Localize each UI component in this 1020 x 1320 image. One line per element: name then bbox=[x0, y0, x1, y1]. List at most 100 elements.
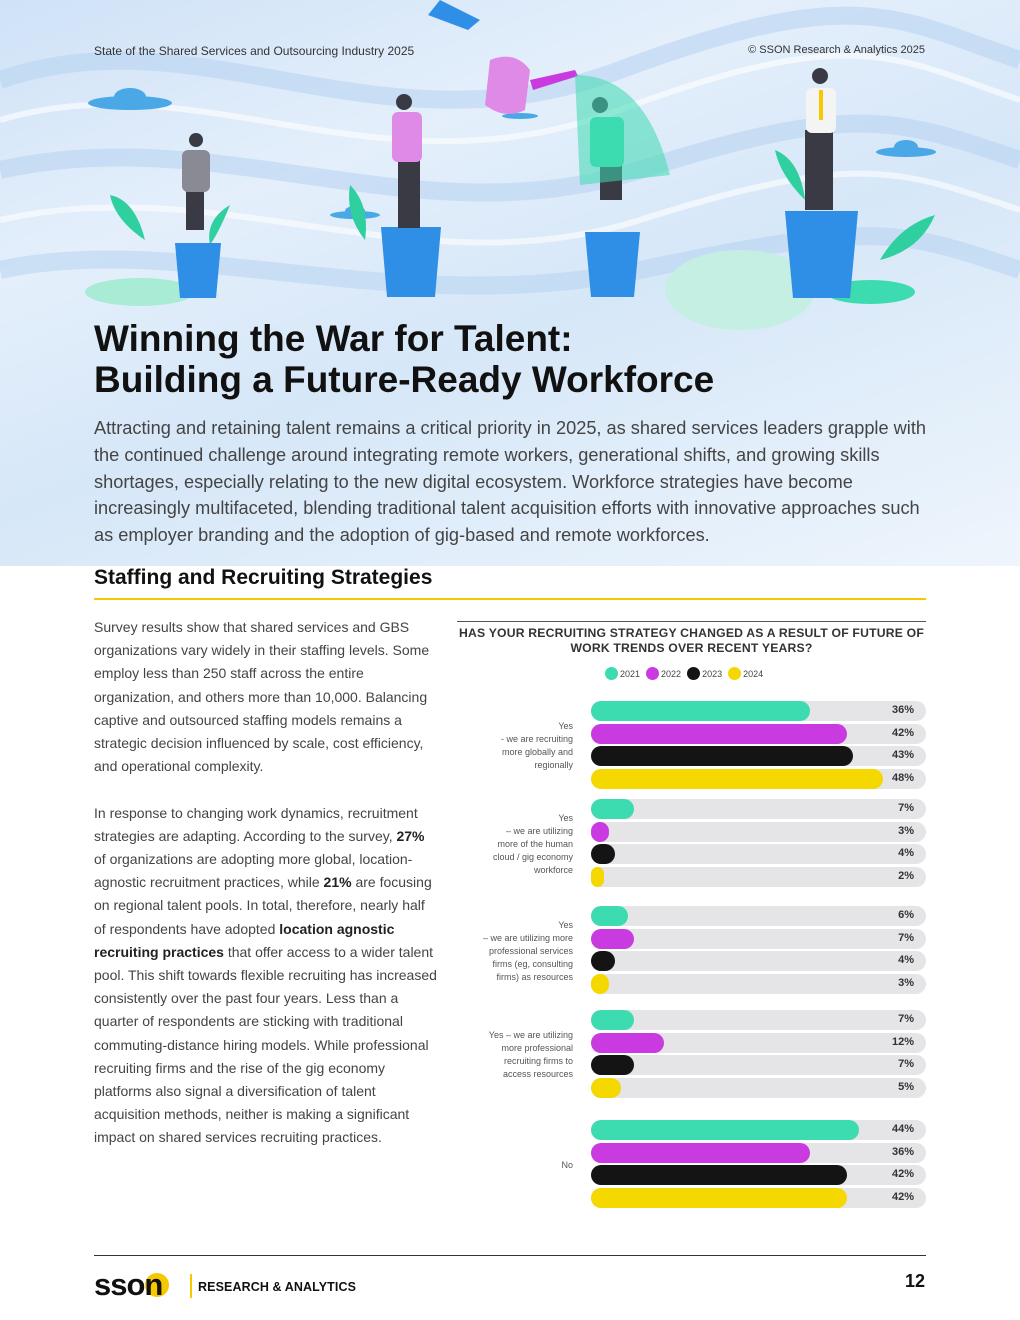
data-label: 42% bbox=[891, 726, 914, 739]
body-text: are focusing on regional talent pools. I… bbox=[94, 874, 432, 937]
body-text: that offer access to a wider talent pool… bbox=[94, 943, 437, 1146]
bar-2024 bbox=[591, 867, 604, 888]
data-label: 2% bbox=[898, 870, 914, 883]
page-title-line-2: Building a Future-Ready Workforce bbox=[94, 359, 715, 400]
body-text: In response to changing work dynamics, r… bbox=[94, 804, 418, 844]
bar-2024 bbox=[591, 1078, 622, 1099]
bar-track: 5% bbox=[591, 1078, 926, 1099]
logo-divider bbox=[190, 1274, 192, 1298]
bar-track: 4% bbox=[591, 951, 926, 972]
logo-globe-icon bbox=[145, 1273, 169, 1297]
hero-banner: State of the Shared Services and Outsour… bbox=[0, 0, 1020, 566]
data-label: 5% bbox=[898, 1081, 914, 1094]
bar-2022 bbox=[591, 928, 634, 949]
bar-2024 bbox=[591, 974, 610, 995]
chart-title: HAS YOUR RECRUITING STRATEGY CHANGED AS … bbox=[459, 626, 924, 655]
bar-track: 42% bbox=[591, 1188, 926, 1209]
category-label: No bbox=[561, 1159, 573, 1170]
data-label: 7% bbox=[898, 1013, 914, 1025]
data-label: 4% bbox=[898, 954, 914, 967]
chart-top-rule bbox=[457, 621, 926, 622]
bar-track: 44% bbox=[591, 1120, 926, 1140]
logo-tagline: RESEARCH & ANALYTICS bbox=[198, 1280, 357, 1294]
legend-swatch bbox=[646, 667, 660, 680]
data-label: 3% bbox=[898, 824, 914, 837]
legend-label: 2024 bbox=[743, 668, 764, 679]
sson-logo: sson bbox=[94, 1268, 169, 1302]
bar-track: 6% bbox=[591, 906, 926, 926]
bar-track: 4% bbox=[591, 844, 926, 865]
bar-2024 bbox=[591, 769, 884, 790]
data-label: 12% bbox=[891, 1035, 914, 1048]
body-text: of organizations are adopting more globa… bbox=[94, 851, 413, 891]
body-text-column: Survey results show that shared services… bbox=[94, 616, 439, 1173]
data-label: 43% bbox=[891, 749, 914, 762]
legend-item-2022: 2022 bbox=[646, 667, 681, 680]
data-label: 4% bbox=[898, 847, 914, 860]
bar-2023 bbox=[591, 951, 616, 972]
report-name: State of the Shared Services and Outsour… bbox=[94, 44, 415, 58]
bar-2023 bbox=[591, 1165, 847, 1186]
bar-2021 bbox=[591, 799, 634, 819]
bar-track: 3% bbox=[591, 974, 926, 995]
bar-track: 3% bbox=[591, 821, 926, 842]
body-emphasis: 27% bbox=[396, 827, 425, 844]
section-title: Staffing and Recruiting Strategies bbox=[94, 566, 433, 589]
legend-item-2021: 2021 bbox=[605, 667, 640, 680]
section-divider bbox=[94, 598, 926, 600]
intro-paragraph: Attracting and retaining talent remains … bbox=[94, 418, 926, 546]
legend-label: 2021 bbox=[620, 668, 641, 679]
bar-track: 7% bbox=[591, 928, 926, 949]
data-label: 36% bbox=[891, 704, 914, 716]
bar-2022 bbox=[591, 1142, 811, 1163]
data-label: 7% bbox=[898, 802, 914, 814]
bar-track: 12% bbox=[591, 1032, 926, 1053]
data-label: 6% bbox=[898, 909, 914, 921]
bar-2021 bbox=[591, 1120, 859, 1140]
bar-track: 36% bbox=[591, 701, 926, 721]
page-title-line-1: Winning the War for Talent: bbox=[94, 318, 573, 359]
bar-track: 36% bbox=[591, 1142, 926, 1163]
bar-2023 bbox=[591, 844, 616, 865]
legend-swatch bbox=[605, 667, 618, 680]
data-label: 3% bbox=[898, 977, 914, 990]
bar-2022 bbox=[591, 821, 610, 842]
bar-2022 bbox=[591, 1032, 665, 1053]
body-paragraph-2: In response to changing work dynamics, r… bbox=[94, 802, 439, 1150]
bar-track: 7% bbox=[591, 799, 926, 819]
page-title: Winning the War for Talent: Building a F… bbox=[94, 318, 934, 400]
legend-label: 2022 bbox=[661, 668, 682, 679]
bar-track: 48% bbox=[591, 769, 926, 790]
chart-legend: 2021 2022 2023 2024 bbox=[605, 667, 763, 680]
legend-label: 2023 bbox=[702, 668, 723, 679]
data-label: 42% bbox=[891, 1191, 914, 1204]
legend-swatch bbox=[687, 667, 701, 680]
data-label: 48% bbox=[891, 772, 914, 785]
data-label: 36% bbox=[891, 1145, 914, 1158]
page-number: 12 bbox=[904, 1271, 925, 1291]
data-label: 42% bbox=[891, 1168, 914, 1181]
hero-illustration bbox=[0, 0, 1020, 330]
bar-track: 7% bbox=[591, 1010, 926, 1030]
legend-item-2024: 2024 bbox=[728, 667, 763, 680]
category-label: Yes – we are utilizing more professional… bbox=[482, 919, 573, 982]
bar-2021 bbox=[591, 1010, 634, 1030]
bar-track: 2% bbox=[591, 867, 926, 888]
bar-2024 bbox=[591, 1188, 847, 1209]
data-label: 44% bbox=[891, 1123, 914, 1135]
data-label: 7% bbox=[898, 1058, 914, 1071]
data-label: 7% bbox=[898, 931, 914, 944]
body-emphasis: 21% bbox=[323, 874, 352, 891]
body-paragraph-1: Survey results show that shared services… bbox=[94, 619, 430, 775]
bar-track: 7% bbox=[591, 1055, 926, 1076]
legend-swatch bbox=[728, 667, 742, 680]
bar-2021 bbox=[591, 906, 628, 926]
bar-track: 42% bbox=[591, 1165, 926, 1186]
category-label: Yes – we are utilizing more of the human… bbox=[492, 812, 573, 875]
legend-item-2023: 2023 bbox=[687, 667, 722, 680]
bar-track: 43% bbox=[591, 746, 926, 767]
body-emphasis: location agnostic recruiting practices bbox=[94, 920, 395, 960]
bar-2023 bbox=[591, 746, 853, 767]
bar-track: 42% bbox=[591, 723, 926, 744]
bar-2021 bbox=[591, 701, 811, 721]
